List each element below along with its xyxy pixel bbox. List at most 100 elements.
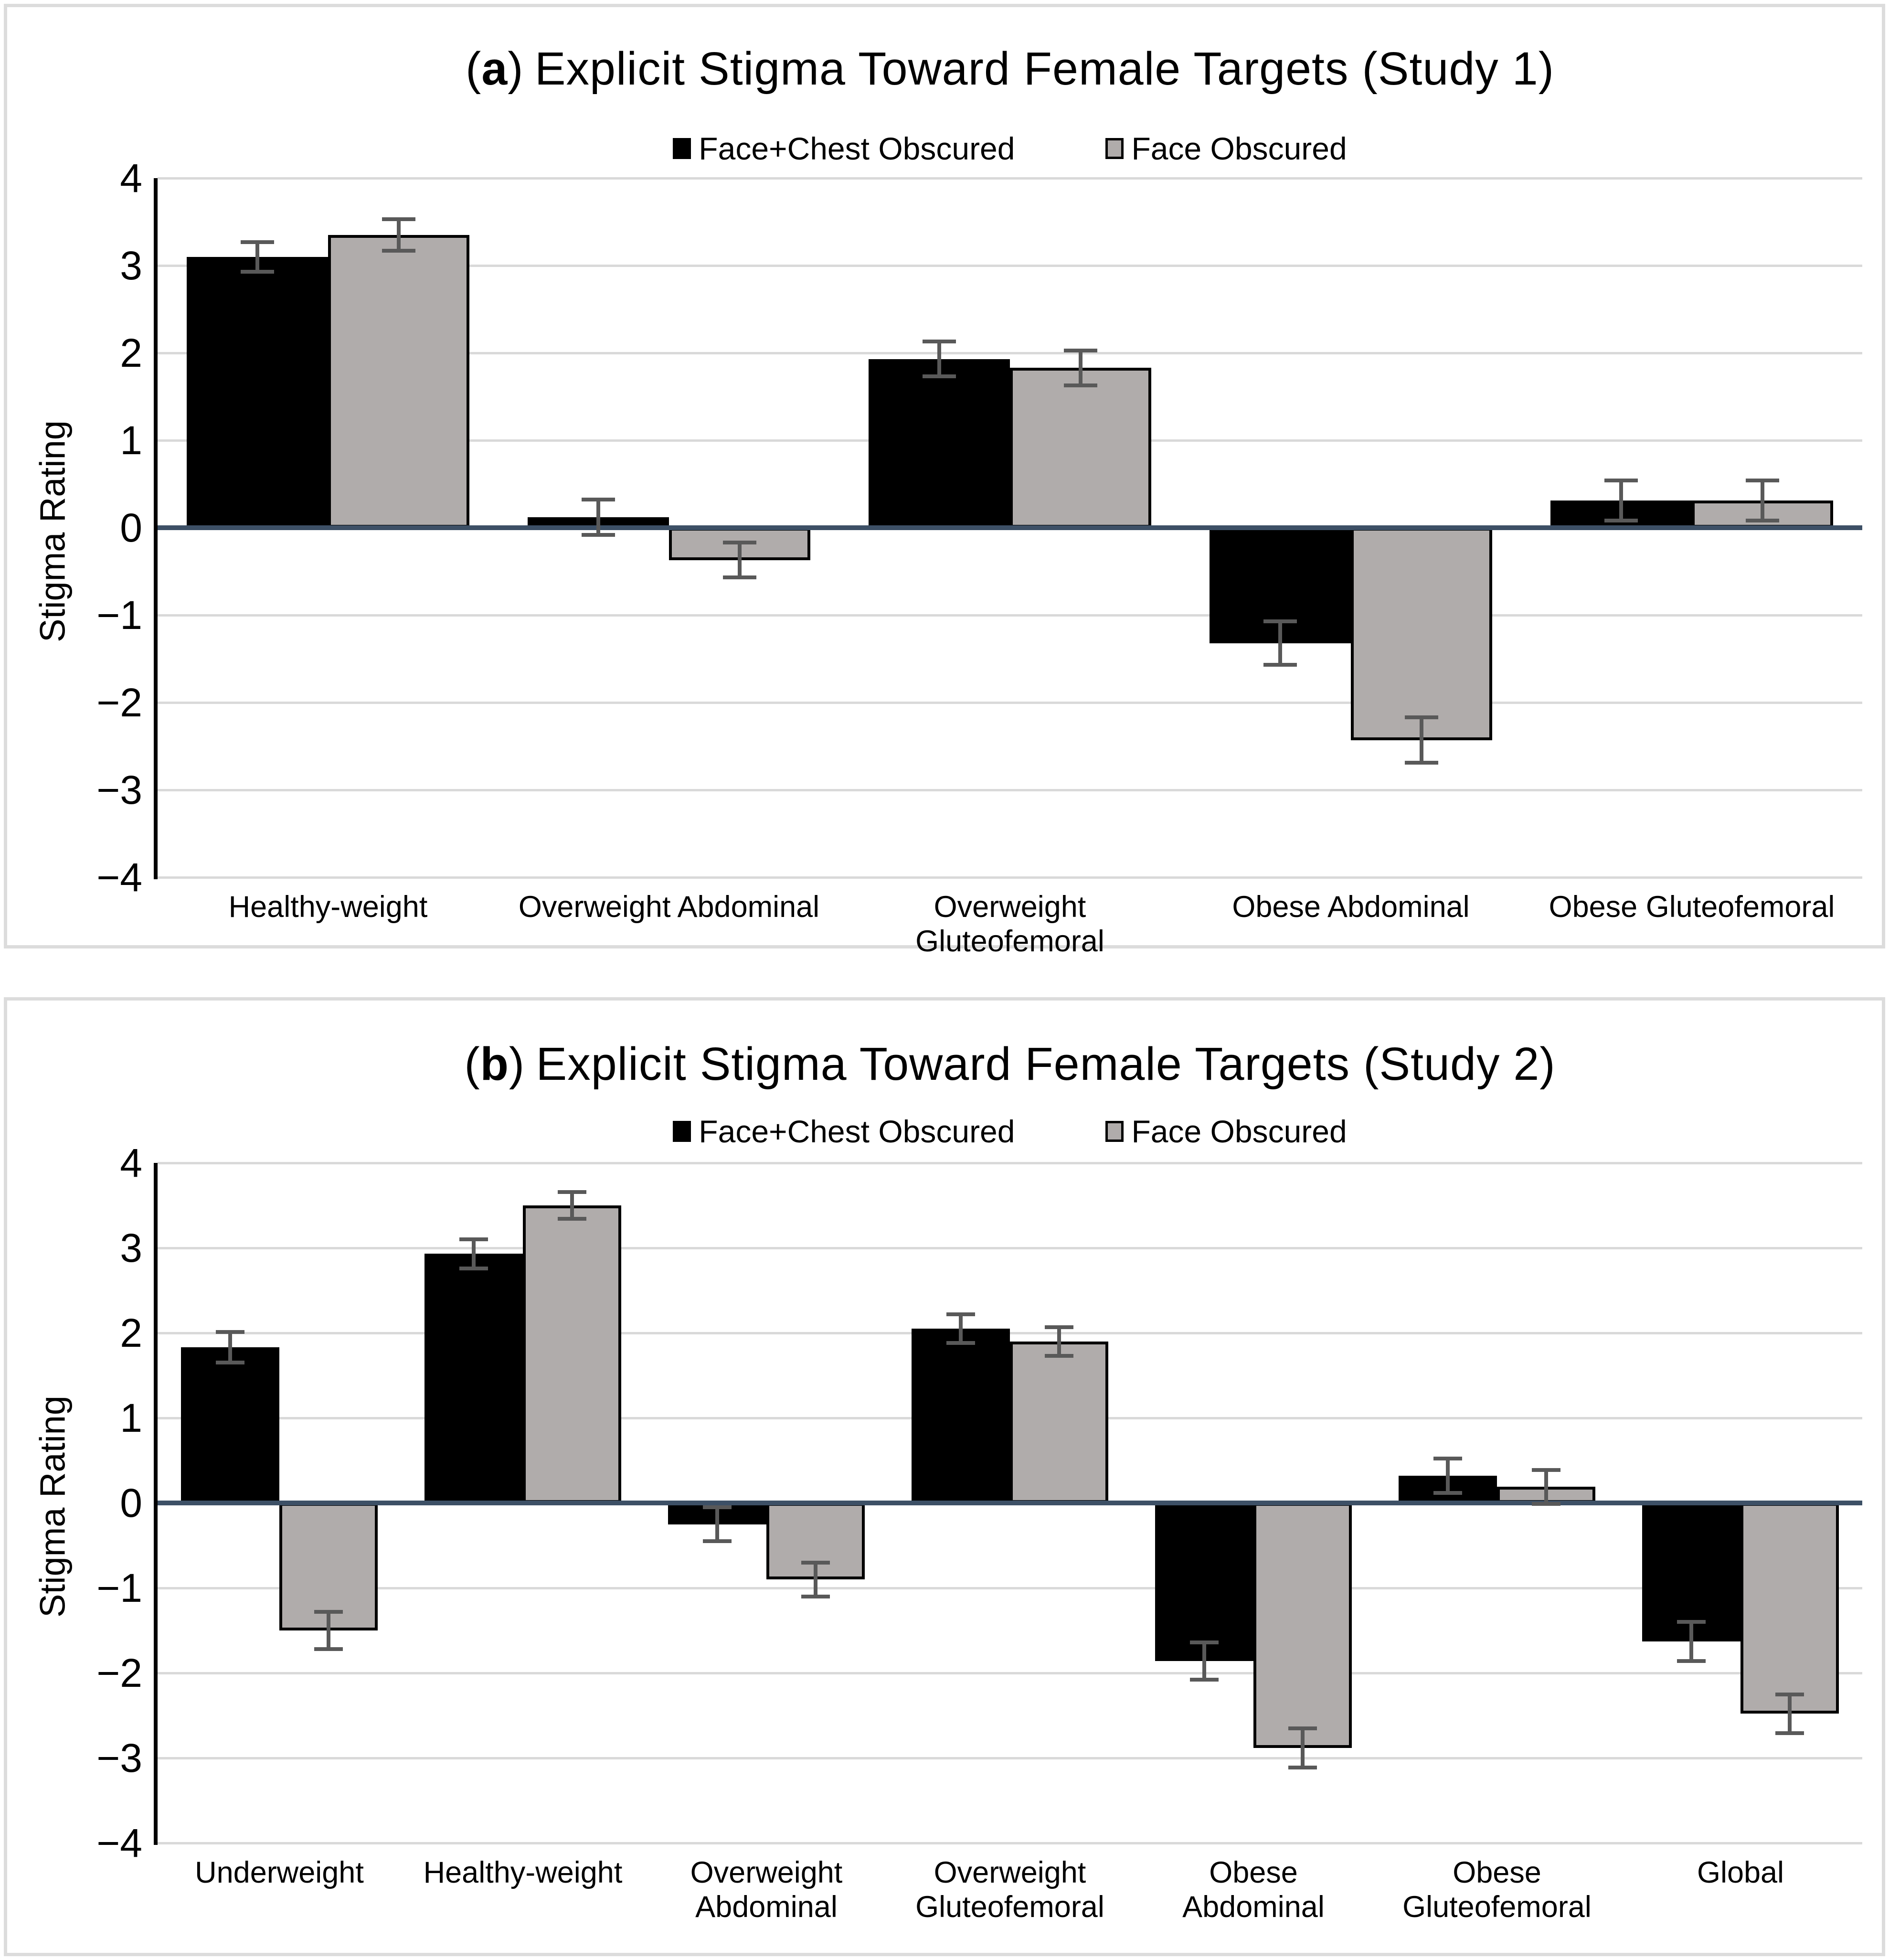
x-category-label-line: Gluteofemoral xyxy=(1402,1890,1592,1924)
legend-b: Face+Chest Obscured Face Obscured xyxy=(158,1116,1862,1147)
x-category-label: Obese Gluteofemoral xyxy=(1521,890,1862,924)
y-tick-label: −4 xyxy=(96,855,142,900)
error-bar-cap-bottom xyxy=(1190,1678,1219,1682)
error-bar-cap-bottom xyxy=(1405,761,1438,765)
legend-item-face-obscured: Face Obscured xyxy=(1105,1116,1347,1147)
panel-letter-open: ( xyxy=(466,43,482,95)
error-bar-cap-top xyxy=(801,1560,830,1565)
bar-face-chest-obscured-overweight-gluteofemoral xyxy=(869,359,1010,528)
bar-face-chest-obscured-healthy-weight xyxy=(424,1254,523,1503)
chart-title-a: (a) Explicit Stigma Toward Female Targets… xyxy=(158,42,1862,96)
error-bar-line xyxy=(814,1562,817,1597)
legend-label: Face Obscured xyxy=(1131,131,1347,166)
error-bar-cap-top xyxy=(1746,479,1779,483)
error-bar-cap-bottom xyxy=(1288,1765,1317,1769)
error-bar-cap-bottom xyxy=(1604,519,1638,523)
error-bar-line xyxy=(472,1239,476,1268)
error-bar-cap-top xyxy=(703,1505,732,1509)
x-category-label: Obese Abdominal xyxy=(1180,890,1521,924)
error-bar-cap-top xyxy=(1045,1325,1073,1329)
error-bar-cap-bottom xyxy=(382,248,415,253)
error-bar-cap-top xyxy=(1433,1457,1462,1461)
bar-face-obscured-overweight-gluteofemoral xyxy=(1010,368,1151,528)
error-bar-cap-top xyxy=(1405,715,1438,720)
error-bar-cap-top xyxy=(1190,1640,1219,1644)
y-tick-label: −4 xyxy=(96,1821,142,1865)
chart-title-text: Explicit Stigma Toward Female Targets (S… xyxy=(536,1038,1556,1090)
error-bar-line xyxy=(715,1507,719,1542)
x-category-label-line: Gluteofemoral xyxy=(915,925,1104,958)
gridline-y2 xyxy=(158,352,1862,354)
error-bar-line xyxy=(1202,1642,1206,1680)
x-category-label: Underweight xyxy=(158,1855,401,1890)
x-category-label-line: Obese xyxy=(1453,1856,1541,1889)
gridline-y3 xyxy=(158,264,1862,267)
error-bar-line xyxy=(937,341,941,377)
panel-letter-open: ( xyxy=(464,1038,480,1090)
error-bar-cap-top xyxy=(241,240,274,244)
error-bar-cap-top xyxy=(216,1330,244,1334)
y-tick-label: 0 xyxy=(120,505,142,550)
bar-face-obscured-healthy-weight xyxy=(523,1205,621,1503)
black-square-swatch-icon xyxy=(673,1121,691,1142)
gridline-y-3 xyxy=(158,788,1862,791)
zero-axis-line xyxy=(158,1501,1862,1505)
error-bar-cap-bottom xyxy=(801,1594,830,1598)
error-bar-line xyxy=(1301,1728,1305,1768)
x-category-label-line: Healthy-weight xyxy=(228,890,428,924)
gridline-y-4 xyxy=(158,1842,1862,1844)
x-category-label: Global xyxy=(1619,1855,1862,1890)
y-tick-label: −3 xyxy=(96,767,142,812)
error-bar-line xyxy=(1761,480,1764,521)
error-bar-cap-top xyxy=(314,1609,343,1614)
panel-letter: b xyxy=(480,1038,509,1090)
legend-label: Face Obscured xyxy=(1131,1114,1347,1149)
bar-face-chest-obscured-global xyxy=(1642,1503,1740,1642)
error-bar-cap-top xyxy=(1775,1692,1804,1696)
x-category-label-line: Overweight xyxy=(690,1856,843,1889)
error-bar-cap-bottom xyxy=(216,1361,244,1365)
zero-axis-line xyxy=(158,525,1862,530)
error-bar-line xyxy=(397,219,401,251)
x-category-label: Overweight Abdominal xyxy=(645,1855,888,1924)
y-axis-line xyxy=(154,178,158,879)
y-tick-label: 2 xyxy=(120,330,142,375)
x-category-label: Overweight Gluteofemoral xyxy=(888,1855,1132,1924)
black-square-swatch-icon xyxy=(673,138,691,159)
x-category-label-line: Global xyxy=(1697,1856,1784,1889)
error-bar-cap-bottom xyxy=(314,1647,343,1651)
x-category-label-line: Healthy-weight xyxy=(423,1856,623,1889)
x-category-label: Healthy-weight xyxy=(401,1855,645,1890)
chart-title-b: (b) Explicit Stigma Toward Female Targets… xyxy=(158,1037,1862,1091)
error-bar-cap-top xyxy=(1064,348,1097,352)
error-bar-cap-top xyxy=(558,1190,586,1194)
legend-item-face-chest-obscured: Face+Chest Obscured xyxy=(673,1116,1015,1147)
y-tick-label: −3 xyxy=(96,1736,142,1780)
bar-face-chest-obscured-overweight-gluteofemoral xyxy=(912,1329,1010,1503)
gridline-y-2 xyxy=(158,1672,1862,1674)
x-category-label-line: Abdominal xyxy=(695,1890,838,1924)
error-bar-line xyxy=(738,543,742,578)
error-bar-cap-top xyxy=(1604,479,1638,483)
error-bar-line xyxy=(1689,1622,1693,1662)
x-category-label-line: Obese Abdominal xyxy=(1232,890,1470,924)
error-bar-cap-bottom xyxy=(946,1341,975,1345)
error-bar-cap-top xyxy=(1677,1620,1706,1624)
error-bar-cap-bottom xyxy=(1775,1731,1804,1736)
panel-letter-close: ) xyxy=(509,1038,525,1090)
x-category-label: Overweight Abdominal xyxy=(499,890,839,924)
y-tick-label: −2 xyxy=(96,680,142,725)
error-bar-line xyxy=(1057,1327,1061,1356)
error-bar-cap-bottom xyxy=(241,269,274,274)
error-bar-line xyxy=(1420,717,1423,763)
gridline-y-4 xyxy=(158,876,1862,879)
legend-label: Face+Chest Obscured xyxy=(699,131,1015,166)
y-tick-label: 4 xyxy=(120,156,142,201)
x-category-label: Obese Abdominal xyxy=(1132,1855,1375,1924)
error-bar-cap-bottom xyxy=(923,374,956,379)
x-category-label: Healthy-weight xyxy=(158,890,499,924)
error-bar-cap-top xyxy=(1288,1726,1317,1730)
x-category-label: Overweight Gluteofemoral xyxy=(839,890,1180,959)
error-bar-cap-bottom xyxy=(1064,383,1097,387)
bar-face-obscured-obese-abdominal xyxy=(1253,1503,1352,1748)
